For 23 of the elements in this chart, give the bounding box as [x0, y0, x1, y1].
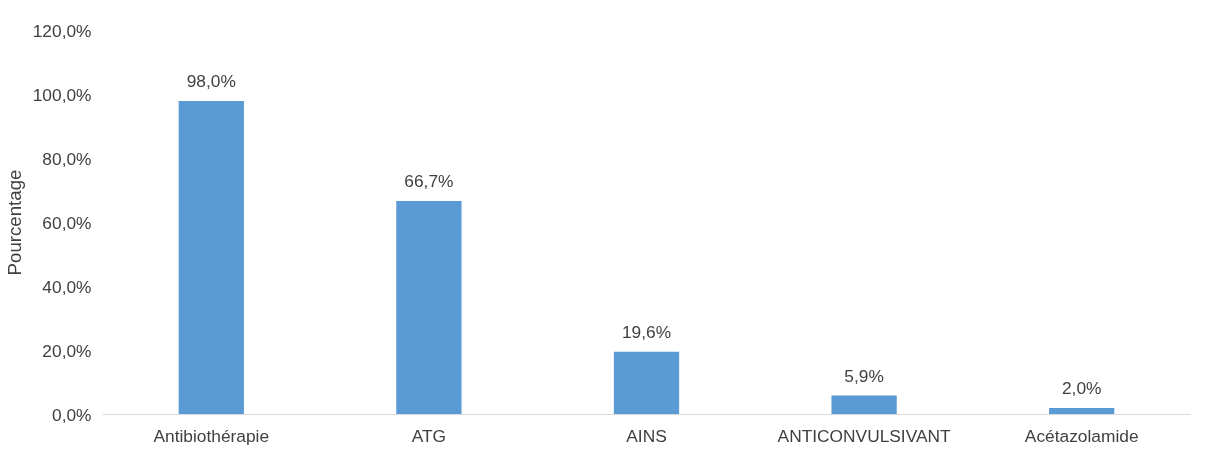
- y-tick-label: 80,0%: [42, 148, 92, 169]
- data-label: 98,0%: [186, 70, 236, 91]
- x-tick-label: ANTICONVULSIVANT: [777, 425, 952, 446]
- x-tick-label: Acétazolamide: [1024, 425, 1139, 446]
- bar: [613, 351, 680, 415]
- data-label: 5,9%: [844, 365, 884, 386]
- x-tick-label: ATG: [411, 425, 447, 446]
- y-tick-label: 20,0%: [42, 340, 92, 361]
- y-tick-label: 100,0%: [32, 84, 92, 105]
- x-tick-label: Antibiothérapie: [153, 425, 270, 446]
- y-tick-label: 120,0%: [32, 20, 92, 41]
- bar: [178, 100, 244, 415]
- y-tick-label: 0,0%: [52, 404, 92, 425]
- data-label: 66,7%: [404, 171, 454, 192]
- bar: [1049, 408, 1115, 415]
- y-tick-label: 60,0%: [42, 212, 92, 233]
- bar: [831, 395, 897, 415]
- x-tick-label: AINS: [626, 425, 667, 446]
- data-label: 19,6%: [621, 321, 672, 342]
- y-axis-title: Pourcentage: [3, 169, 25, 276]
- data-label: 2,0%: [1061, 378, 1102, 399]
- bar: [396, 201, 462, 415]
- y-tick-label: 40,0%: [42, 276, 92, 297]
